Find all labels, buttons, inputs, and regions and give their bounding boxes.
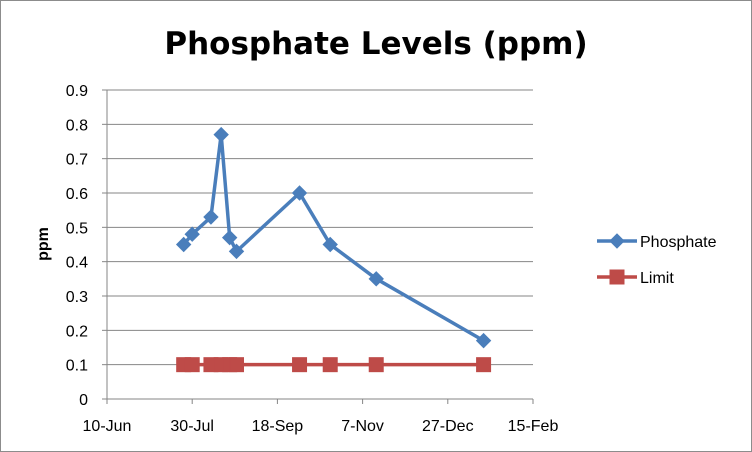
phosphate-point — [213, 126, 229, 143]
phosphate-point — [475, 332, 492, 349]
axes: 0 0.1 0.2 0.3 0.4 0.5 0.6 0.7 0.8 0.9 10-Jun 30-Jul… — [66, 83, 559, 435]
phosphate-point — [221, 229, 238, 246]
y-axis-label: ppm — [35, 227, 52, 261]
limit-point — [292, 357, 308, 373]
y-tick-label: 0.2 — [66, 323, 88, 340]
x-tick-label: 10-Jun — [83, 418, 132, 435]
chart-title: Phosphate Levels (ppm) — [164, 26, 587, 62]
y-tick-label: 0.9 — [66, 83, 88, 100]
limit-point — [476, 357, 492, 373]
y-tick-label: 0.3 — [66, 289, 88, 306]
phosphate-point — [175, 236, 192, 253]
legend-item-limit: Limit — [597, 269, 674, 287]
limit-point — [229, 357, 245, 373]
series-limit — [176, 357, 492, 373]
y-tick-label: 0.5 — [66, 220, 88, 237]
legend: Phosphate Limit — [597, 233, 717, 287]
legend-swatch-marker — [609, 233, 625, 249]
phosphate-point — [368, 271, 384, 287]
legend-label: Phosphate — [640, 234, 717, 251]
y-tick-label: 0.1 — [66, 358, 88, 375]
x-tick-label: 15-Feb — [508, 418, 559, 435]
phosphate-point — [184, 226, 200, 242]
limit-point — [184, 357, 200, 373]
x-tick-label: 7-Nov — [341, 418, 384, 435]
x-tick-label: 27-Dec — [422, 418, 474, 435]
y-tick-label: 0.6 — [66, 186, 88, 203]
phosphate-point — [322, 236, 338, 253]
x-tick-label: 18-Sep — [252, 418, 304, 435]
phosphate-point — [228, 243, 245, 260]
x-tick-label: 30-Jul — [170, 418, 214, 435]
legend-swatch-marker — [609, 269, 625, 285]
phosphate-line — [182, 132, 485, 343]
phosphate-point — [203, 209, 219, 225]
legend-item-phosphate: Phosphate — [597, 233, 717, 251]
y-tick-label: 0.8 — [66, 117, 88, 134]
y-tick-label: 0 — [79, 392, 88, 409]
y-tick-label: 0.4 — [66, 255, 88, 272]
series-phosphate — [175, 126, 492, 349]
series-layer — [175, 126, 492, 373]
y-tick-label: 0.7 — [66, 152, 88, 169]
legend-label: Limit — [640, 270, 674, 287]
limit-point — [368, 357, 384, 373]
phosphate-point — [291, 185, 308, 201]
limit-point — [322, 357, 338, 373]
